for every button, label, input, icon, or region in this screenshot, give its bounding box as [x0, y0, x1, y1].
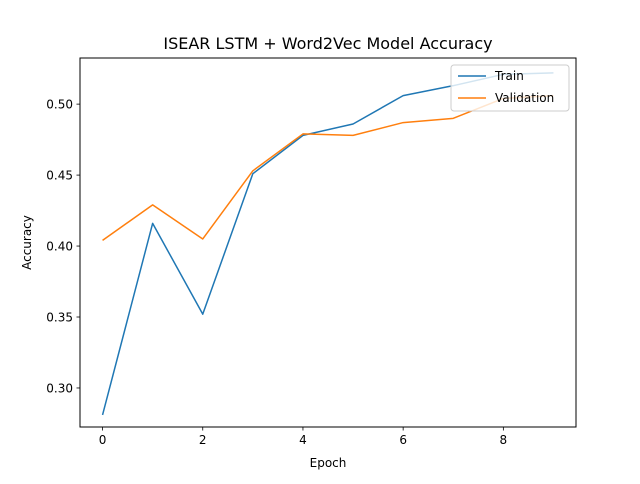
x-axis-label: Epoch — [310, 456, 347, 470]
plot-area-frame — [79, 57, 577, 428]
legend-label-validation: Validation — [495, 91, 554, 105]
y-tick-label: 0.40 — [46, 239, 73, 253]
y-tick-label: 0.35 — [46, 310, 73, 324]
y-tick-label: 0.45 — [46, 168, 73, 182]
x-tick-label: 8 — [500, 433, 508, 447]
legend-label-train: Train — [494, 69, 524, 83]
x-tick-label: 6 — [399, 433, 407, 447]
x-axis: 0 2 4 6 8 — [99, 427, 507, 447]
y-tick-label: 0.30 — [46, 381, 73, 395]
x-tick-label: 0 — [99, 433, 107, 447]
x-tick-label: 4 — [299, 433, 307, 447]
y-axis-label: Accuracy — [20, 215, 34, 270]
x-tick-label: 2 — [199, 433, 207, 447]
legend: Train Validation — [450, 64, 570, 112]
y-tick-label: 0.50 — [46, 97, 73, 111]
chart-title: ISEAR LSTM + Word2Vec Model Accuracy — [163, 34, 492, 53]
y-axis: 0.30 0.35 0.40 0.45 0.50 — [46, 97, 80, 395]
